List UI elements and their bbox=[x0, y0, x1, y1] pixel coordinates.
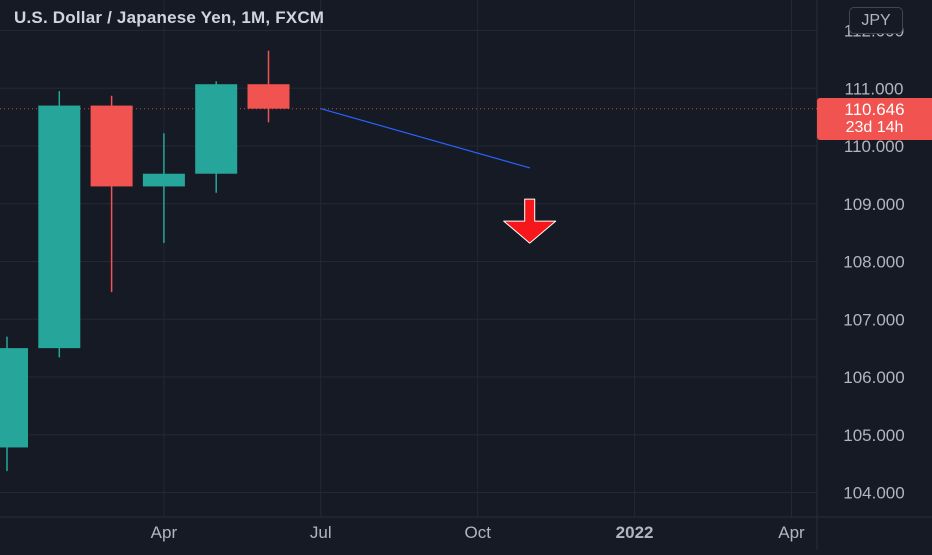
candles[interactable] bbox=[0, 50, 290, 472]
price-tick-label: 110.000 bbox=[844, 137, 904, 156]
time-tick-label: Apr bbox=[778, 523, 805, 542]
time-tick-label: Jul bbox=[310, 523, 332, 542]
last-price-value: 110.646 bbox=[844, 100, 905, 119]
candle-body bbox=[90, 105, 133, 187]
candle-body bbox=[38, 105, 81, 349]
drawings[interactable] bbox=[320, 108, 557, 244]
trend-line[interactable] bbox=[320, 108, 531, 169]
time-tick-label: Oct bbox=[464, 523, 491, 542]
chart-title: U.S. Dollar / Japanese Yen, 1M, FXCM bbox=[14, 8, 325, 27]
candle[interactable] bbox=[0, 336, 28, 472]
candle[interactable] bbox=[247, 50, 290, 123]
last-price-tag: 110.646 23d 14h bbox=[817, 98, 932, 140]
down-arrow-icon[interactable] bbox=[503, 198, 557, 244]
grid bbox=[0, 0, 817, 517]
candle-body bbox=[142, 173, 185, 187]
price-tick-label: 107.000 bbox=[843, 310, 904, 329]
price-tick-label: 108.000 bbox=[843, 253, 904, 272]
candle-body bbox=[195, 84, 238, 174]
candle[interactable] bbox=[90, 95, 133, 293]
price-tick-label: 106.000 bbox=[843, 368, 904, 387]
candle[interactable] bbox=[195, 81, 238, 193]
time-tick-label: 2022 bbox=[616, 523, 654, 542]
price-tick-label: 109.000 bbox=[843, 195, 904, 214]
price-axis[interactable]: 104.000 105.000 106.000 107.000 108.000 109.0… bbox=[843, 22, 904, 503]
bar-countdown: 23d 14h bbox=[845, 119, 904, 136]
candle-body bbox=[0, 348, 28, 448]
time-tick-label: Apr bbox=[151, 523, 178, 542]
time-axis[interactable]: Apr Jul Oct 2022 Apr bbox=[0, 516, 932, 542]
candle[interactable] bbox=[38, 91, 81, 358]
price-tick-label: 104.000 bbox=[843, 484, 904, 503]
candle-body bbox=[247, 84, 290, 109]
candle[interactable] bbox=[142, 133, 185, 244]
price-tick-label: 111.000 bbox=[845, 79, 904, 98]
price-tick-label: 105.000 bbox=[843, 426, 904, 445]
currency-badge[interactable]: JPY bbox=[849, 7, 903, 34]
